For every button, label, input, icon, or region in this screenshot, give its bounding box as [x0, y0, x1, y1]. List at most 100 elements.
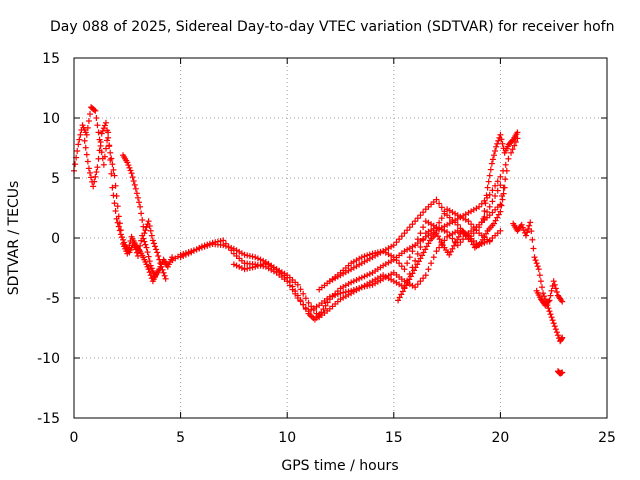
data-point	[530, 245, 537, 252]
data-point	[111, 172, 118, 179]
data-point	[113, 193, 120, 199]
data-point	[109, 161, 116, 168]
data-point	[528, 228, 535, 235]
data-point	[126, 164, 133, 171]
data-point	[149, 237, 156, 244]
data-point	[138, 210, 145, 217]
data-point	[547, 292, 554, 299]
data-point	[201, 242, 208, 249]
data-point	[153, 246, 160, 253]
data-points	[71, 104, 566, 377]
y-tick-label: -15	[37, 411, 60, 427]
data-point	[300, 290, 307, 297]
data-point	[142, 241, 149, 248]
data-point	[500, 190, 507, 197]
data-point	[554, 332, 561, 339]
data-point	[546, 308, 553, 315]
data-point	[86, 111, 93, 118]
data-point	[420, 209, 427, 216]
data-point	[300, 301, 307, 308]
data-point	[76, 136, 83, 143]
data-point	[116, 220, 123, 227]
data-point	[559, 298, 566, 305]
data-point	[145, 253, 152, 260]
data-point	[139, 217, 146, 223]
data-point	[85, 118, 92, 124]
data-point	[101, 153, 108, 160]
data-point	[94, 164, 101, 171]
data-point	[553, 289, 560, 295]
data-point	[155, 253, 162, 259]
data-point	[476, 224, 483, 231]
data-point	[390, 254, 397, 261]
data-point	[358, 274, 365, 281]
data-point	[488, 160, 495, 167]
data-point	[110, 166, 117, 173]
data-point	[497, 182, 504, 189]
data-point	[433, 224, 440, 231]
data-point	[470, 230, 477, 237]
data-point	[128, 170, 135, 177]
data-point	[553, 329, 560, 336]
data-point	[83, 131, 90, 138]
data-point	[257, 256, 264, 263]
data-point	[460, 236, 467, 243]
data-point	[160, 269, 167, 276]
data-point	[412, 284, 419, 291]
data-point	[396, 236, 403, 243]
data-point	[95, 129, 102, 136]
data-point	[536, 272, 543, 279]
data-point	[252, 254, 259, 261]
data-point	[509, 146, 516, 153]
data-point	[503, 167, 510, 174]
x-tick-label: 0	[70, 430, 79, 446]
data-point	[498, 202, 505, 209]
data-point	[217, 238, 224, 244]
data-point	[149, 268, 156, 274]
data-point	[260, 261, 267, 268]
data-point	[486, 212, 493, 219]
data-point	[313, 310, 320, 317]
data-point	[497, 173, 504, 180]
data-point	[401, 266, 408, 273]
data-point	[133, 190, 140, 197]
data-point	[454, 221, 461, 228]
data-point	[206, 240, 213, 247]
data-point	[417, 230, 424, 237]
data-point	[92, 173, 99, 180]
data-point	[86, 169, 93, 176]
data-point	[390, 242, 397, 249]
data-point	[112, 182, 119, 189]
data-point	[559, 369, 566, 376]
data-point	[254, 255, 261, 262]
data-point	[493, 143, 500, 150]
data-point	[91, 178, 98, 185]
data-point	[495, 137, 502, 144]
data-point	[538, 284, 545, 291]
data-point	[525, 226, 532, 232]
data-point	[377, 248, 384, 255]
x-tick-label: 5	[176, 430, 185, 446]
data-point	[414, 236, 421, 243]
data-point	[152, 243, 159, 250]
data-point	[98, 130, 105, 137]
data-point	[497, 227, 504, 234]
data-point	[162, 275, 169, 282]
data-point	[289, 286, 296, 293]
data-point	[393, 257, 400, 264]
data-point	[441, 237, 448, 244]
data-point	[366, 271, 373, 277]
y-tick-label: -10	[37, 351, 60, 367]
data-point	[417, 278, 424, 285]
data-point	[141, 230, 148, 237]
data-point	[284, 278, 291, 285]
data-point	[414, 250, 421, 257]
data-point	[144, 249, 151, 256]
data-point	[404, 260, 411, 267]
data-point	[130, 178, 137, 184]
data-point	[225, 244, 232, 250]
data-point	[498, 136, 505, 143]
data-point	[550, 278, 557, 285]
data-point	[161, 272, 168, 279]
data-point	[441, 208, 448, 215]
